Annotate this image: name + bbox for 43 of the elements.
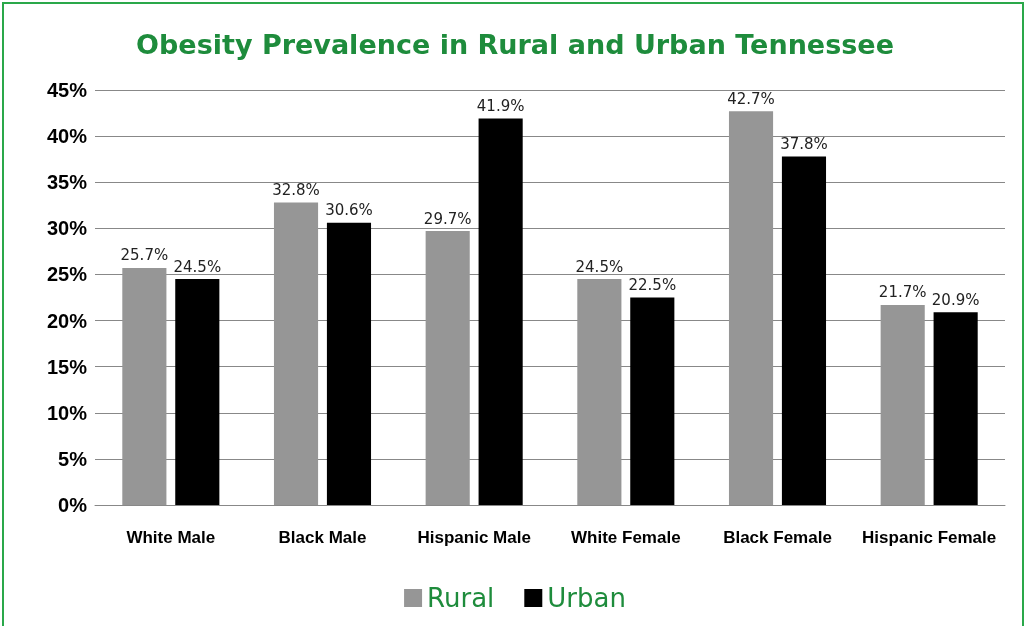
y-tick-label: 15% — [46, 355, 88, 378]
x-tick-label: White Female — [571, 528, 681, 547]
bar — [880, 304, 925, 505]
x-tick-label: Black Male — [278, 528, 367, 547]
legend-label: Urban — [547, 583, 626, 613]
x-tick-label: White Male — [126, 528, 216, 547]
bar — [122, 267, 167, 505]
bar — [781, 156, 827, 505]
x-tick-label: Black Female — [723, 528, 832, 547]
y-tick-label: 30% — [46, 217, 88, 240]
bar — [273, 202, 319, 505]
bar — [630, 297, 675, 505]
data-label: 24.5% — [575, 257, 624, 276]
data-label: 25.7% — [120, 246, 169, 265]
data-label: 29.7% — [423, 209, 472, 228]
y-tick-label: 5% — [58, 447, 88, 470]
bar — [326, 222, 372, 505]
data-label: 42.7% — [727, 89, 775, 108]
data-label: 30.6% — [325, 201, 373, 220]
bar — [933, 312, 978, 505]
bar — [175, 279, 220, 505]
data-label: 32.8% — [272, 181, 320, 200]
x-tick-label: Hispanic Male — [417, 528, 531, 547]
y-tick-label: 20% — [46, 309, 88, 332]
data-label: 24.5% — [173, 257, 222, 276]
y-tick-label: 45% — [46, 79, 88, 101]
data-label: 21.7% — [878, 283, 927, 302]
y-tick-label: 25% — [46, 263, 88, 286]
bar — [478, 118, 523, 505]
legend-label: Rural — [427, 583, 495, 613]
data-label: 37.8% — [780, 134, 828, 153]
y-tick-label: 35% — [46, 171, 88, 194]
bar — [577, 279, 622, 505]
bar — [728, 111, 774, 505]
data-label: 41.9% — [476, 97, 525, 116]
y-tick-label: 10% — [46, 401, 88, 424]
y-tick-label: 0% — [58, 494, 88, 516]
data-label: 20.9% — [931, 290, 980, 309]
y-tick-label: 40% — [46, 125, 88, 148]
bar — [425, 231, 470, 505]
chart-title: Obesity Prevalence in Rural and Urban Tennessee — [136, 29, 894, 60]
data-label: 22.5% — [628, 276, 677, 294]
x-tick-label: Hispanic Female — [862, 528, 997, 547]
